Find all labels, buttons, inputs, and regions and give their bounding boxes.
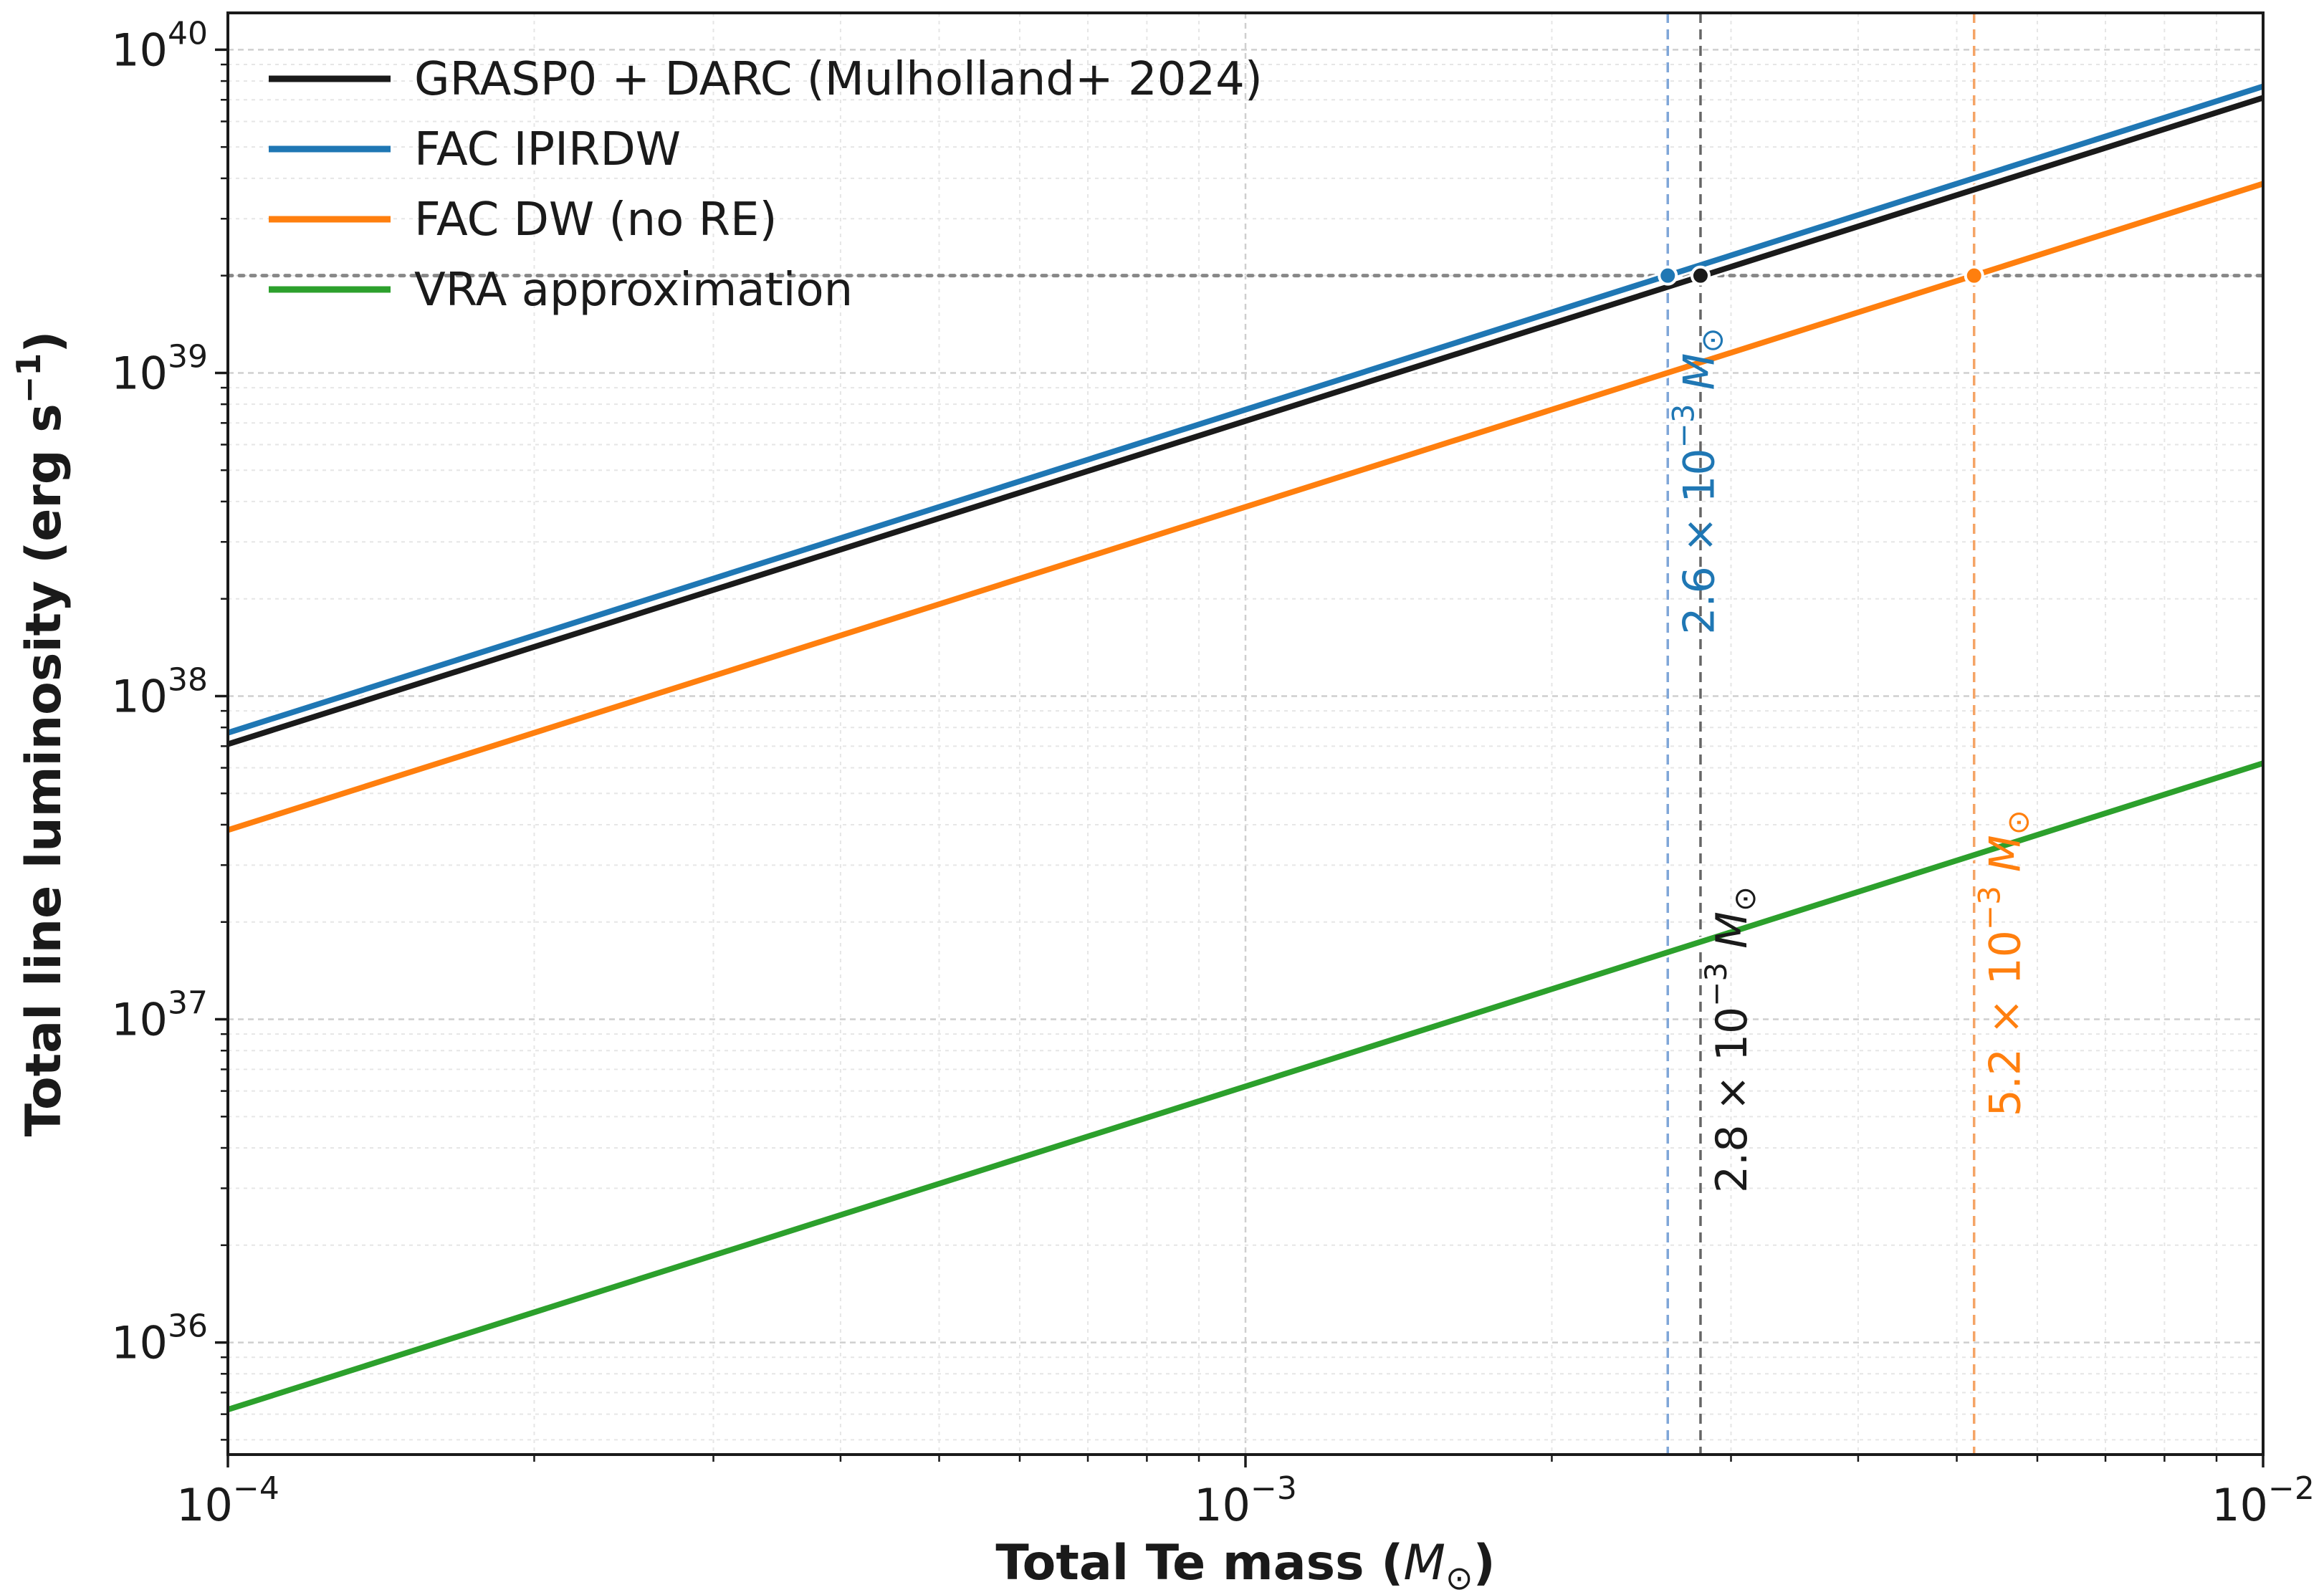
y-tick-label: 1038 — [111, 661, 208, 722]
marker-label: 2.8 × 10−3 M⊙ — [1698, 886, 1762, 1193]
series-lines — [228, 81, 2263, 1414]
markers: 2.6 × 10−3 M⊙ 2.8 × 10−3 M⊙ 5.2 × 10−3 M⊙ — [1658, 265, 2036, 1193]
marker-point — [1964, 265, 1984, 286]
series-line — [228, 181, 2263, 833]
y-tick-label: 1039 — [111, 338, 208, 399]
plot-background — [228, 13, 2263, 1455]
legend-label: GRASP0 + DARC (Mulholland+ 2024) — [414, 53, 1263, 106]
legend-label: FAC DW (no RE) — [414, 193, 777, 246]
axis-ticks: 10−4 10−3 10−2 1036 1037 1038 1039 1040 — [111, 15, 2315, 1531]
marker-label: 5.2 × 10−3 M⊙ — [1972, 810, 2036, 1116]
x-axis-label: Total Te mass (M⊙) — [995, 1535, 1495, 1595]
y-tick-label: 1040 — [111, 15, 208, 76]
legend-label: FAC IPIRDW — [414, 123, 681, 176]
legend-label: VRA approximation — [414, 264, 853, 317]
x-tick-label: 10−4 — [176, 1470, 279, 1531]
series-line — [228, 95, 2263, 747]
marker-label: 2.6 × 10−3 M⊙ — [1665, 327, 1729, 634]
series-line — [228, 760, 2263, 1413]
reference-lines — [228, 13, 2263, 1455]
marker-point — [1658, 265, 1678, 286]
y-tick-label: 1036 — [111, 1308, 208, 1369]
series-line — [228, 83, 2263, 736]
marker-point — [1690, 265, 1711, 286]
grid — [226, 13, 2263, 1455]
y-axis-label: Total line luminosity (erg s−1) — [9, 331, 72, 1137]
legend: GRASP0 + DARC (Mulholland+ 2024) FAC IPIR… — [269, 53, 1263, 317]
x-tick-label: 10−3 — [1194, 1470, 1297, 1531]
y-tick-label: 1037 — [111, 985, 208, 1046]
x-tick-label: 10−2 — [2211, 1470, 2315, 1531]
